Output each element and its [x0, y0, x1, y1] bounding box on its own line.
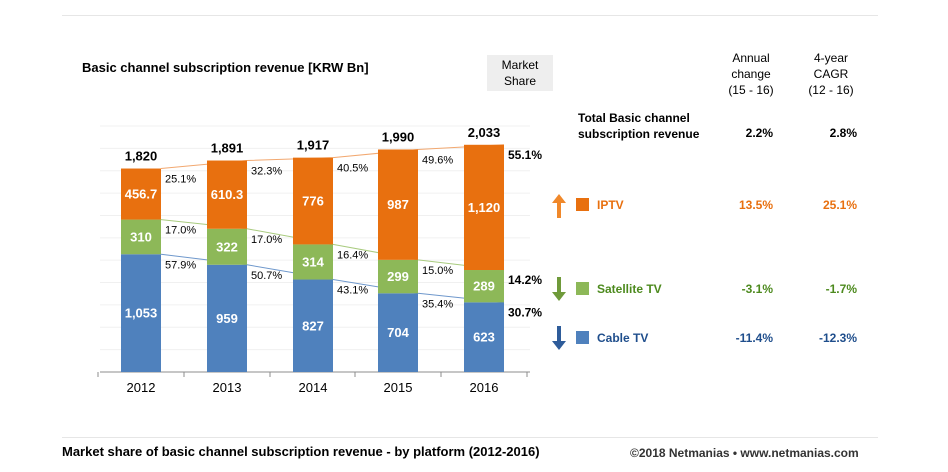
cable-label: Cable TV [597, 331, 649, 345]
iptv-label: IPTV [597, 198, 624, 212]
bar-value-label: 299 [387, 269, 409, 284]
bar-value-label: 623 [473, 330, 495, 345]
cagr-header-line2: CAGR [813, 67, 849, 81]
cable-cagr-value: -12.3% [818, 331, 857, 345]
bar-value-label: 610.3 [211, 187, 244, 202]
bar-value-label: 959 [216, 311, 238, 326]
stacked-bar-chart: 1,053 959 827 704 623 310 322 314 299 289 456.7 610… [97, 125, 542, 395]
bar-segment [378, 293, 418, 372]
x-tick-label: 2014 [299, 380, 328, 395]
up-arrow-icon [552, 194, 566, 218]
total-label-line1: Total Basic channel [578, 111, 690, 125]
market-share-label-line1: Market [501, 58, 539, 72]
annual-header-line2: change [731, 67, 771, 81]
bar-total-label: 1,820 [125, 149, 158, 164]
cable-annual-value: -11.4% [735, 331, 773, 345]
bar-value-label: 456.7 [125, 187, 158, 202]
down-arrow-icon [552, 326, 566, 350]
total-label-line2: subscription revenue [578, 127, 700, 141]
iptv-legend-swatch [576, 198, 589, 211]
x-tick-label: 2012 [127, 380, 156, 395]
bar-value-label: 1,120 [468, 200, 501, 215]
chart-title: Basic channel subscription revenue [KRW … [82, 60, 369, 75]
bar-value-label: 314 [302, 254, 324, 269]
x-tick-label: 2016 [470, 380, 499, 395]
annual-change-header: Annual change (15 - 16) [720, 50, 782, 98]
bar-segment [378, 259, 418, 294]
bar-total-label: 2,033 [468, 125, 501, 140]
x-tick-label: 2013 [213, 380, 242, 395]
total-annual-value: 2.2% [745, 126, 773, 140]
bar-segment [464, 144, 504, 271]
share-label: 55.1% [508, 148, 542, 162]
iptv-annual-value: 13.5% [738, 198, 773, 212]
satellite-cagr-value: -1.7% [825, 282, 857, 296]
market-share-label: Market Share [487, 55, 553, 91]
bar-total-label: 1,990 [382, 129, 415, 144]
bar-segment [121, 254, 161, 372]
share-label: 57.9% [165, 259, 196, 271]
cagr-header: 4-year CAGR (12 - 16) [800, 50, 862, 98]
copyright: ©2018 Netmanias • www.netmanias.com [630, 446, 859, 460]
bottom-caption: Market share of basic channel subscripti… [62, 444, 540, 459]
share-label: 43.1% [337, 285, 368, 297]
bar-value-label: 827 [302, 318, 324, 333]
bar-value-label: 322 [216, 239, 238, 254]
share-label: 25.1% [165, 174, 196, 186]
annual-header-line3: (15 - 16) [728, 83, 774, 97]
bar-segment [293, 157, 333, 245]
share-label: 32.3% [251, 166, 282, 178]
bar-value-label: 289 [473, 279, 495, 294]
iptv-cagr-value: 25.1% [822, 198, 857, 212]
total-cagr-value: 2.8% [829, 126, 857, 140]
down-arrow-icon [552, 277, 566, 301]
bar-segment [121, 168, 161, 220]
x-tick-label: 2015 [384, 380, 413, 395]
bar-total-label: 1,891 [211, 141, 244, 156]
share-label: 15.0% [422, 265, 453, 277]
share-label: 17.0% [165, 225, 196, 237]
total-revenue-label: Total Basic channel subscription revenue [578, 110, 718, 142]
bar-segment [378, 149, 418, 260]
cagr-header-line1: 4-year [813, 51, 848, 65]
bar-value-label: 987 [387, 197, 409, 212]
bar-value-label: 776 [302, 194, 324, 209]
annual-header-line1: Annual [732, 51, 770, 65]
bar-segment [121, 219, 161, 255]
bottom-rule [62, 437, 878, 438]
bar-segment [464, 270, 504, 303]
share-label: 50.7% [251, 270, 282, 282]
bar-segment [464, 302, 504, 372]
bar-segment [293, 244, 333, 280]
cagr-header-line3: (12 - 16) [808, 83, 854, 97]
bar-segment [207, 264, 247, 372]
share-label: 14.2% [508, 273, 542, 287]
share-label: 40.5% [337, 163, 368, 175]
satellite-label: Satellite TV [597, 282, 662, 296]
satellite-annual-value: -3.1% [741, 282, 773, 296]
market-share-label-line2: Share [503, 74, 537, 88]
share-label: 16.4% [337, 249, 368, 261]
bar-value-label: 1,053 [125, 306, 158, 321]
bar-segment [207, 228, 247, 265]
cable-legend-swatch [576, 331, 589, 344]
bar-value-label: 704 [387, 325, 409, 340]
share-label: 17.0% [251, 234, 282, 246]
share-label: 35.4% [422, 298, 453, 310]
top-rule [62, 15, 878, 16]
bar-segment [207, 160, 247, 229]
share-label: 49.6% [422, 154, 453, 166]
bar-total-label: 1,917 [297, 138, 330, 153]
share-label: 30.7% [508, 305, 542, 319]
satellite-legend-swatch [576, 282, 589, 295]
bar-segment [293, 279, 333, 372]
bar-value-label: 310 [130, 229, 152, 244]
